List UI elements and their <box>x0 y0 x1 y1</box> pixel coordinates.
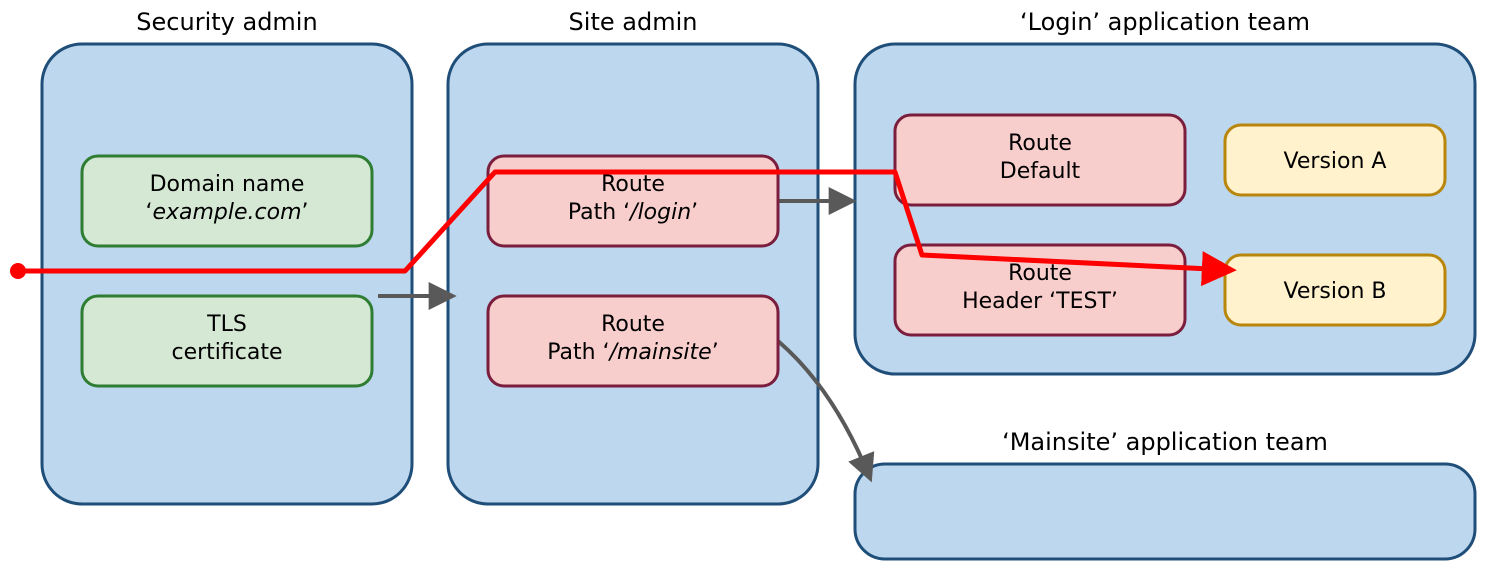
panel-title-mainsite: ‘Mainsite’ application team <box>1002 428 1328 456</box>
panel-security <box>42 44 412 504</box>
panel-title-security: Security admin <box>136 8 317 36</box>
panel-title-site: Site admin <box>569 8 698 36</box>
box-tls-line2: certificate <box>171 340 282 365</box>
box-route_default-line1: Route <box>1008 131 1072 156</box>
box-route_default-line2: Default <box>1000 159 1081 184</box>
box-route_mainsite-line1: Route <box>601 312 665 337</box>
box-route_header-line2: Header ‘TEST’ <box>962 289 1118 314</box>
panel-mainsite <box>855 464 1475 559</box>
box-version_b-line1: Version B <box>1284 279 1387 304</box>
box-domain-line2: ‘example.com’ <box>145 200 308 225</box>
box-route_header-line1: Route <box>1008 261 1072 286</box>
box-tls-line1: TLS <box>206 312 247 337</box>
box-route_login-line2: Path ‘/login’ <box>568 200 698 225</box>
box-domain-line1: Domain name <box>150 172 305 197</box>
box-route_login-line1: Route <box>601 172 665 197</box>
panel-title-login: ‘Login’ application team <box>1020 8 1310 36</box>
box-route_mainsite-line2: Path ‘/mainsite’ <box>547 340 718 365</box>
box-version_a-line1: Version A <box>1284 149 1387 174</box>
panel-site <box>448 44 818 504</box>
